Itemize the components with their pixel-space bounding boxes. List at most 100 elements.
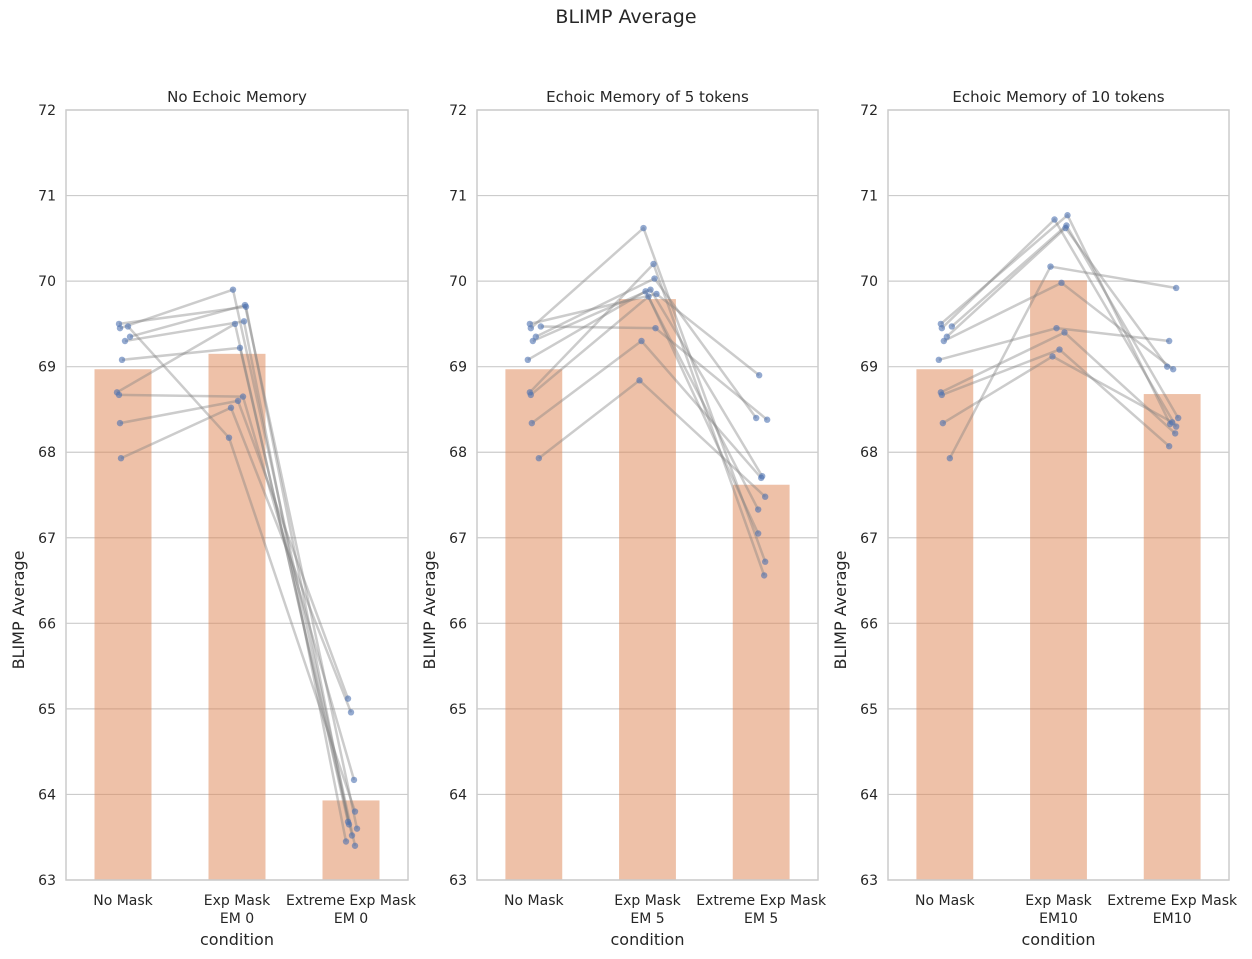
data-point bbox=[121, 337, 129, 345]
bar bbox=[916, 369, 974, 880]
data-point bbox=[115, 391, 123, 399]
data-point bbox=[1064, 212, 1071, 219]
data-point bbox=[348, 832, 356, 839]
x-axis-label: condition bbox=[611, 930, 685, 949]
data-point bbox=[342, 838, 350, 845]
y-tick-label: 64 bbox=[860, 787, 878, 803]
data-point bbox=[351, 808, 359, 815]
y-tick-label: 71 bbox=[38, 189, 56, 205]
data-point bbox=[640, 224, 647, 232]
data-point bbox=[1051, 216, 1058, 223]
x-tick-label: Extreme Exp Mask bbox=[696, 893, 827, 909]
data-point bbox=[124, 323, 132, 330]
data-point bbox=[642, 288, 649, 295]
data-point bbox=[939, 419, 947, 427]
y-axis-label: BLIMP Average bbox=[831, 551, 850, 670]
bar bbox=[94, 369, 152, 880]
y-tick-label: 65 bbox=[860, 702, 878, 718]
data-point bbox=[234, 397, 242, 405]
y-tick-label: 70 bbox=[860, 274, 878, 290]
y-tick-label: 64 bbox=[38, 787, 56, 803]
data-point bbox=[344, 818, 352, 826]
data-point bbox=[1163, 363, 1171, 370]
data-point bbox=[537, 323, 545, 330]
panel-title: Echoic Memory of 10 tokens bbox=[952, 88, 1164, 106]
data-point bbox=[116, 419, 124, 427]
data-point bbox=[1171, 430, 1179, 437]
x-axis-label: condition bbox=[1022, 930, 1096, 949]
data-point bbox=[1061, 329, 1068, 336]
data-point bbox=[528, 419, 536, 427]
bar bbox=[1030, 280, 1087, 880]
data-point bbox=[116, 324, 124, 332]
x-tick-label: EM 0 bbox=[334, 911, 368, 927]
data-point bbox=[1165, 337, 1173, 345]
data-point bbox=[527, 324, 535, 332]
y-axis-label: BLIMP Average bbox=[9, 551, 28, 670]
data-point bbox=[1049, 353, 1056, 360]
data-point bbox=[652, 324, 659, 332]
y-tick-label: 68 bbox=[38, 445, 56, 461]
panel-3: 63 64 65 66 67 68 69 70 71 72 No Mask Exp Mask EM10 E… bbox=[831, 88, 1238, 949]
data-point bbox=[651, 275, 658, 282]
data-point bbox=[1056, 346, 1063, 353]
data-point bbox=[1172, 284, 1180, 292]
data-point bbox=[1169, 366, 1177, 373]
data-point bbox=[1047, 263, 1054, 270]
y-tick-label: 69 bbox=[860, 360, 878, 376]
data-point bbox=[754, 530, 762, 537]
y-tick-label: 72 bbox=[38, 103, 56, 119]
x-tick-label: Exp Mask bbox=[1025, 893, 1092, 909]
x-tick-label: EM 5 bbox=[630, 911, 664, 927]
y-tick-label: 69 bbox=[38, 360, 56, 376]
y-tick-label: 63 bbox=[860, 873, 878, 889]
data-point bbox=[344, 695, 352, 702]
data-point bbox=[760, 572, 768, 579]
data-point bbox=[647, 286, 654, 293]
data-point bbox=[241, 301, 249, 309]
x-tick-label: Exp Mask bbox=[614, 893, 681, 909]
data-point bbox=[935, 356, 943, 364]
y-tick-label: 65 bbox=[38, 702, 56, 718]
x-tick-label: No Mask bbox=[504, 893, 564, 909]
axes-frame bbox=[476, 109, 819, 881]
panel-2: 63 64 65 66 67 68 69 70 71 72 No Mask Exp Mask EM 5 E… bbox=[420, 88, 827, 949]
bar bbox=[322, 800, 380, 880]
data-point bbox=[1165, 443, 1173, 450]
y-tick-label: 70 bbox=[449, 274, 467, 290]
y-tick-label: 67 bbox=[449, 531, 467, 547]
x-tick-label: Exp Mask bbox=[204, 893, 271, 909]
data-point bbox=[948, 323, 956, 330]
data-point bbox=[946, 455, 954, 462]
data-point bbox=[938, 391, 946, 399]
x-tick-label: No Mask bbox=[915, 893, 975, 909]
data-point bbox=[227, 404, 235, 411]
data-point bbox=[1174, 414, 1182, 422]
data-point bbox=[347, 709, 355, 716]
data-point bbox=[351, 842, 359, 849]
x-tick-label: No Mask bbox=[93, 893, 153, 909]
y-tick-label: 72 bbox=[449, 103, 467, 119]
data-point bbox=[650, 260, 657, 268]
y-tick-label: 71 bbox=[860, 189, 878, 205]
data-point bbox=[653, 290, 660, 298]
x-tick-label: EM10 bbox=[1039, 911, 1078, 927]
y-tick-label: 66 bbox=[38, 616, 56, 632]
data-point bbox=[353, 825, 361, 832]
x-tick-label: Extreme Exp Mask bbox=[1107, 893, 1238, 909]
x-tick-label: EM 5 bbox=[744, 911, 778, 927]
data-point bbox=[752, 414, 760, 422]
y-tick-label: 63 bbox=[38, 873, 56, 889]
x-tick-label: EM 0 bbox=[220, 911, 254, 927]
y-tick-label: 71 bbox=[449, 189, 467, 205]
y-tick-label: 63 bbox=[449, 873, 467, 889]
data-point bbox=[1058, 279, 1065, 287]
y-tick-label: 68 bbox=[449, 445, 467, 461]
data-point bbox=[638, 337, 645, 345]
bar bbox=[732, 484, 790, 880]
data-point bbox=[763, 416, 771, 423]
data-point bbox=[350, 776, 358, 784]
bar bbox=[1143, 394, 1201, 880]
y-tick-label: 67 bbox=[860, 531, 878, 547]
